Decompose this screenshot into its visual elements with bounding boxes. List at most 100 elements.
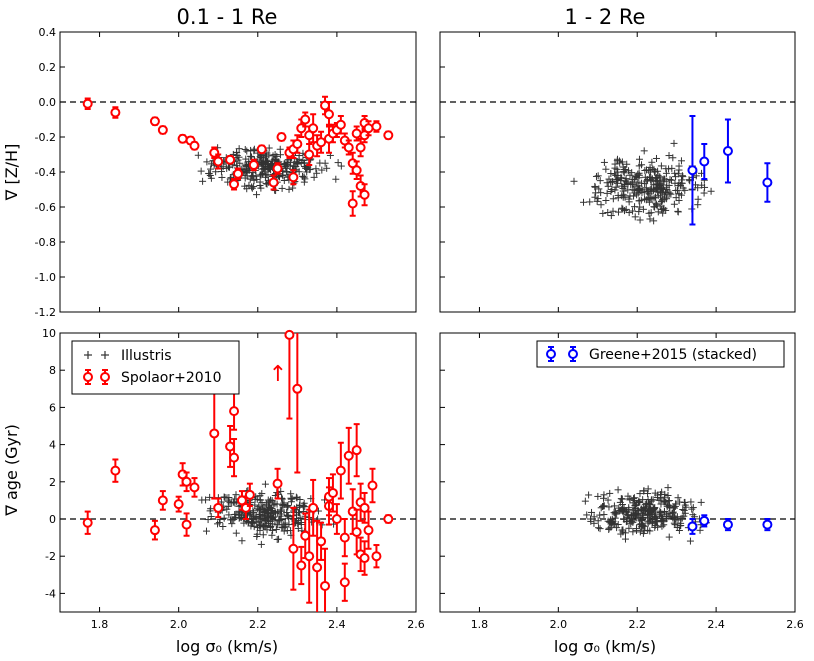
- illustris-point: [622, 205, 630, 213]
- y-tick-label: -0.8: [35, 236, 56, 249]
- data-point: [367, 467, 378, 504]
- illustris-point: [668, 164, 676, 172]
- illustris-point: [692, 172, 700, 180]
- illustris-point: [613, 176, 621, 184]
- illustris-point: [207, 513, 215, 521]
- illustris-point: [223, 494, 231, 502]
- illustris-point: [283, 502, 291, 510]
- illustris-point: [597, 201, 605, 209]
- illustris-point: [246, 175, 254, 183]
- illustris-point: [653, 517, 661, 525]
- legend-marker-spolaor: [83, 369, 110, 385]
- illustris-point: [624, 178, 632, 186]
- y-tick-label: -1.2: [35, 306, 56, 319]
- illustris-point: [644, 519, 652, 527]
- illustris-point: [604, 182, 612, 190]
- data-point: [722, 118, 733, 184]
- illustris-point: [647, 185, 655, 193]
- axes-frame: [59, 332, 417, 613]
- illustris-point: [261, 505, 269, 513]
- illustris-point: [676, 498, 684, 506]
- illustris-point: [603, 189, 611, 197]
- illustris-point: [250, 515, 258, 523]
- legend-marker-greene: [546, 346, 578, 362]
- illustris-point: [607, 212, 615, 220]
- illustris-point: [629, 518, 637, 526]
- y-tick-label: -2: [45, 550, 56, 563]
- illustris-point: [647, 508, 655, 516]
- illustris-point: [637, 179, 645, 187]
- illustris-point: [619, 507, 627, 515]
- illustris-point: [264, 514, 272, 522]
- illustris-point: [622, 175, 630, 183]
- data-marker: [355, 181, 366, 191]
- illustris-point: [275, 516, 283, 524]
- illustris-point: [669, 154, 677, 162]
- y-tick-label: 0.4: [39, 26, 57, 39]
- illustris-point: [283, 512, 291, 520]
- illustris-point: [672, 187, 680, 195]
- illustris-point: [306, 166, 314, 174]
- illustris-point: [650, 203, 658, 211]
- illustris-point: [227, 174, 235, 182]
- data-point: [339, 562, 350, 602]
- illustris-point: [596, 177, 604, 185]
- illustris-point: [696, 526, 704, 534]
- data-marker: [213, 502, 224, 513]
- illustris-point: [630, 496, 638, 504]
- illustris-point: [657, 162, 665, 170]
- illustris-point: [654, 491, 662, 499]
- illustris-point: [283, 168, 291, 176]
- illustris-point: [665, 533, 673, 541]
- illustris-point: [620, 169, 628, 177]
- illustris-point: [323, 164, 331, 172]
- data-point: [296, 545, 307, 586]
- data-point: [157, 125, 168, 135]
- data-marker: [292, 383, 303, 394]
- illustris-point: [689, 511, 697, 519]
- illustris-point: [655, 496, 663, 504]
- illustris-point: [635, 169, 643, 177]
- illustris-point: [235, 507, 243, 515]
- illustris-point: [618, 192, 626, 200]
- x-tick-label: 1.8: [91, 618, 109, 631]
- data-point: [308, 478, 319, 537]
- illustris-point: [646, 168, 654, 176]
- data-point: [149, 519, 160, 541]
- data-marker: [335, 465, 346, 476]
- data-marker: [359, 553, 370, 564]
- illustris-point: [242, 155, 250, 163]
- illustris-point: [644, 490, 652, 498]
- illustris-point: [657, 500, 665, 508]
- illustris-point: [639, 205, 647, 213]
- illustris-point: [707, 187, 715, 195]
- data-marker: [229, 406, 240, 417]
- data-point: [383, 130, 394, 141]
- illustris-point: [316, 159, 324, 167]
- legend-left: Illustris Spolaor+2010: [71, 340, 240, 395]
- illustris-point: [214, 520, 222, 528]
- data-point: [181, 471, 192, 493]
- data-marker: [323, 109, 334, 120]
- illustris-point: [606, 489, 614, 497]
- illustris-point: [617, 495, 625, 503]
- x-tick-label: 2.2: [628, 618, 646, 631]
- illustris-point: [626, 171, 634, 179]
- data-marker: [699, 515, 710, 526]
- y-tick-label: 2: [49, 476, 56, 489]
- x-axis-label-right: log σ₀ (km/s): [554, 637, 656, 656]
- illustris-point: [300, 173, 308, 181]
- data-marker: [339, 577, 350, 588]
- illustris-point: [618, 505, 626, 513]
- illustris-point: [605, 175, 613, 183]
- illustris-point: [662, 193, 670, 201]
- data-marker: [359, 502, 370, 513]
- legend-label-illustris: Illustris: [121, 348, 172, 364]
- data-marker: [359, 189, 370, 200]
- illustris-point: [595, 524, 603, 532]
- illustris-point: [694, 201, 702, 209]
- illustris-point: [296, 496, 304, 504]
- illustris-point: [674, 516, 682, 524]
- illustris-point: [623, 160, 631, 168]
